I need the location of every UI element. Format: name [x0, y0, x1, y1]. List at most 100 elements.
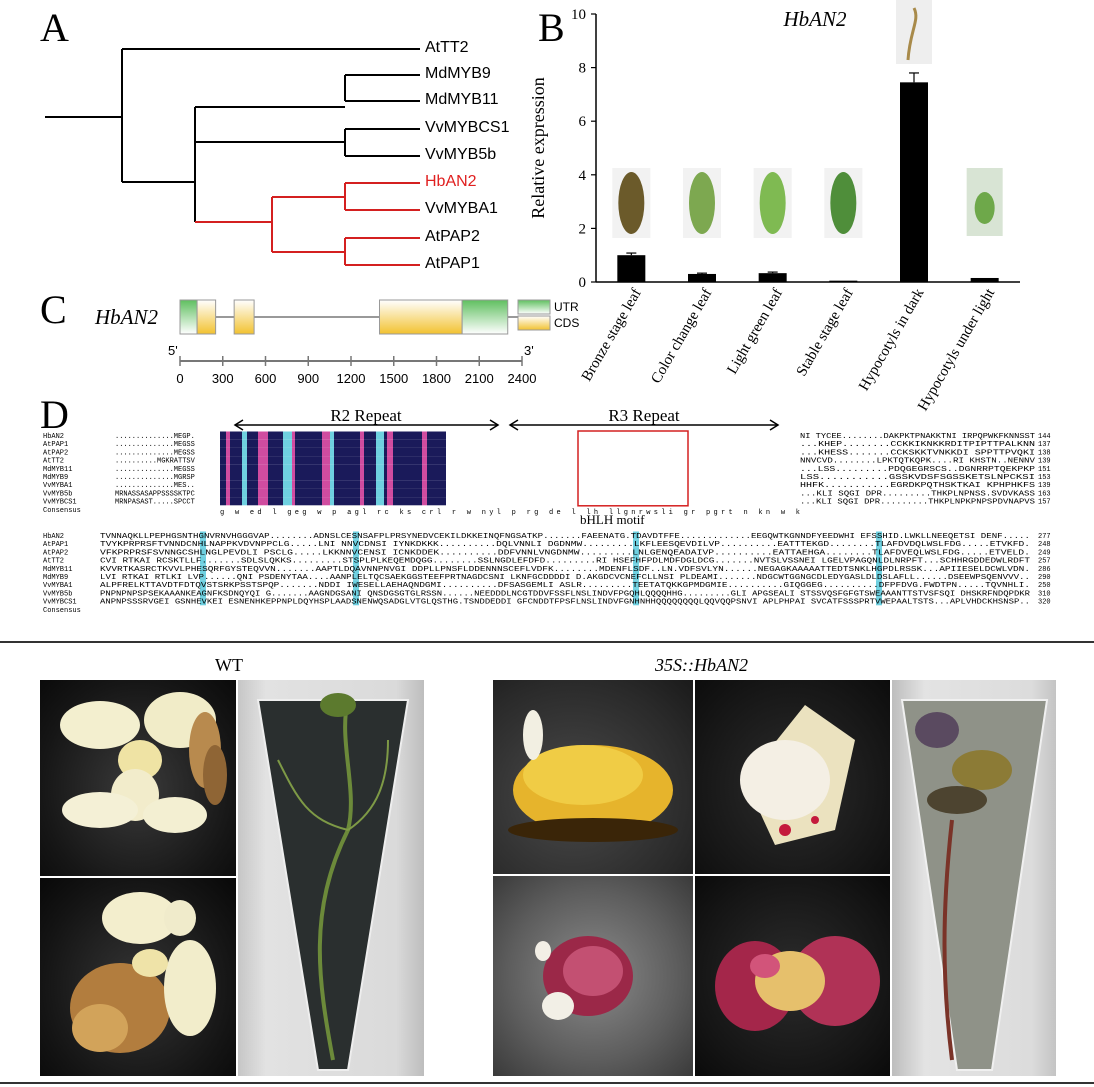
- cds-legend-swatch: [517, 315, 551, 331]
- residue-count: 139: [1038, 482, 1051, 490]
- utr-legend-label: UTR: [554, 300, 579, 314]
- sequence-fragment: TVNNAQKLLPEPHGSNTHGNVRNVHGGGVAP........A…: [100, 533, 1030, 541]
- sequence-name: MdMYB11: [43, 566, 72, 574]
- sample-thumbnail: [824, 168, 863, 238]
- bar: [970, 277, 999, 282]
- y-tick-label: 0: [579, 275, 587, 291]
- sequence-name: AtPAP1: [43, 541, 68, 549]
- sequence-name: AtPAP2: [43, 449, 68, 457]
- sample-thumbnail: [753, 168, 792, 238]
- tree-leaf-label: AtPAP1: [425, 255, 480, 272]
- gene-structure: UTR CDS 0 300 600 900 1200 1500 1800 2100 2400 5' 3': [168, 299, 579, 386]
- sequence-fragment: CVI RTKAI RCSKTLLF.......SDLSLQKKS......…: [100, 558, 1030, 566]
- tree-leaf-label: VvMYBA1: [425, 200, 498, 217]
- bar: [617, 255, 646, 282]
- sequence-fragment: KVVRTKASRCTKVVLPHESQRFGYSTEQVVN.......AA…: [100, 566, 1030, 574]
- three-prime-label: 3': [524, 343, 534, 358]
- panel-divider: [0, 641, 1094, 643]
- sequence-fragment: LSS...........GSSKVDSFSGSSKETSLNPCKSI: [800, 474, 1035, 482]
- bhlh-motif-label: bHLH motif: [580, 512, 645, 527]
- y-tick-label: 2: [579, 221, 587, 237]
- cds-segment: [379, 299, 463, 335]
- sample-thumbnail: [896, 0, 932, 64]
- sequence-name: AtPAP2: [43, 549, 68, 557]
- scale-tick-label: 900: [297, 371, 319, 386]
- sequence-fragment: ..............MEGSS: [115, 466, 195, 474]
- sequence-fragment: ...KLI SQGI DPR.........THKPLNPKPNPSPDVN…: [800, 499, 1035, 507]
- residue-count: 153: [1038, 474, 1051, 482]
- sequence-fragment: ..............MGRSP: [115, 474, 195, 482]
- scale-tick-label: 600: [255, 371, 277, 386]
- residue-count: 151: [1038, 466, 1051, 474]
- tree-leaf-label: AtTT2: [425, 39, 469, 56]
- residue-count: 157: [1038, 499, 1051, 507]
- sequence-name: VvMYB5b: [43, 590, 72, 598]
- transgenic-callus-photo-1: [493, 680, 693, 874]
- bar: [829, 280, 858, 282]
- sequence-fragment: ..........MGKRATTSV: [115, 458, 196, 466]
- cds-segment: [233, 299, 255, 335]
- y-axis-label: Relative expression: [528, 77, 548, 218]
- scale-tick-label: 1800: [422, 371, 451, 386]
- residue-count: 286: [1038, 566, 1051, 574]
- sequence-fragment: ...KLI SQGI DPR.........THKPLNPNSS.SVDVK…: [800, 490, 1035, 498]
- x-tick-label: Hypocotyls under light: [915, 285, 998, 414]
- y-tick-label: 6: [579, 114, 587, 130]
- sample-thumbnail: [683, 168, 721, 238]
- residue-count: 290: [1038, 574, 1051, 582]
- sequence-name: VvMYBA1: [43, 482, 72, 490]
- sequence-name: VvMYBCS1: [43, 599, 77, 607]
- bottom-border: [0, 1082, 1094, 1084]
- sequence-fragment: PNPNPNPSPSEKAAANKEAGNFKSDNQYQI G.......A…: [100, 590, 1031, 598]
- tree-leaf-label: VvMYBCS1: [425, 119, 510, 136]
- panel-label-c: C: [40, 287, 67, 332]
- wt-tube-photo: [238, 680, 424, 1076]
- sequence-name: AtTT2: [43, 558, 64, 566]
- tree-leaf-label: AtPAP2: [425, 228, 480, 245]
- sequence-fragment: ..............MEGSS: [115, 441, 195, 449]
- sequence-fragment: ...KHEP........CCKKIKNKKRDITPIPTTPALKNN: [800, 441, 1035, 449]
- y-tick-label: 10: [571, 7, 586, 23]
- utr-legend-swatch: [517, 299, 551, 315]
- sequence-fragment: MRNPASAST.....SPCCT: [115, 499, 195, 507]
- sequence-name: VvMYBCS1: [43, 499, 77, 507]
- tree-leaf-label: HbAN2: [425, 173, 477, 190]
- sequence-fragment: ..............MES..: [115, 482, 195, 490]
- sequence-name: VvMYB5b: [43, 490, 72, 498]
- scale-tick-label: 300: [212, 371, 234, 386]
- bar: [688, 273, 716, 282]
- residue-count: 277: [1038, 533, 1051, 541]
- panel-label-b: B: [538, 5, 565, 50]
- utr-segment: [179, 299, 198, 335]
- x-tick-label: Light green leaf: [724, 286, 786, 377]
- sequence-name: MdMYB11: [43, 466, 72, 474]
- residue-count: 144: [1038, 433, 1051, 441]
- gene-name: HbAN2: [95, 305, 158, 329]
- sequence-fragment: ALPFRELKTTAVDTFDTQVSTSRKPSSTSPQP.......N…: [100, 582, 1030, 590]
- sequence-name: VvMYBA1: [43, 582, 72, 590]
- wt-callus-photo-bottom: [40, 878, 236, 1076]
- panel-label-d: D: [40, 392, 69, 437]
- sequence-fragment: ..............MEGSS: [115, 449, 195, 457]
- sequence-fragment: VFKPRPRSFSVNNGCSHLNGLPEVDLI PSCLG.....LK…: [100, 549, 1030, 557]
- y-tick-label: 4: [579, 168, 587, 184]
- residue-count: 250: [1038, 582, 1051, 590]
- bar: [900, 82, 928, 282]
- sequence-fragment: MRNASSASAPPSSSSKTPC: [115, 490, 195, 498]
- alignment-shading: [200, 431, 882, 606]
- scale-tick-label: 1500: [379, 371, 408, 386]
- sequence-name: MdMYB9: [43, 474, 68, 482]
- cds-segment: [196, 299, 217, 335]
- chart-title: HbAN2: [783, 7, 848, 31]
- scale-tick-label: 2400: [508, 371, 537, 386]
- tree-leaf-label: VvMYB5b: [425, 146, 497, 163]
- sequence-fragment: NI TYCEE........DAKPKTPNAKKTNI IRPQPWKFK…: [800, 433, 1035, 441]
- transgenic-callus-photo-2: [695, 680, 890, 874]
- wt-callus-photo-top: [40, 680, 236, 876]
- sequence-fragment: ...KHESS.......CCKSKKTVNKKDI SPPTTPVQKI: [800, 449, 1035, 457]
- sequence-fragment: HHFK...........EGRDKPQTHSKTKAI KPHPHKFS: [800, 482, 1035, 490]
- consensus-line: g w ed l geg w p agl rc ks crl r w nyl p…: [220, 509, 800, 517]
- transgenic-callus-photo-3: [493, 876, 693, 1076]
- scale-tick-label: 0: [176, 371, 183, 386]
